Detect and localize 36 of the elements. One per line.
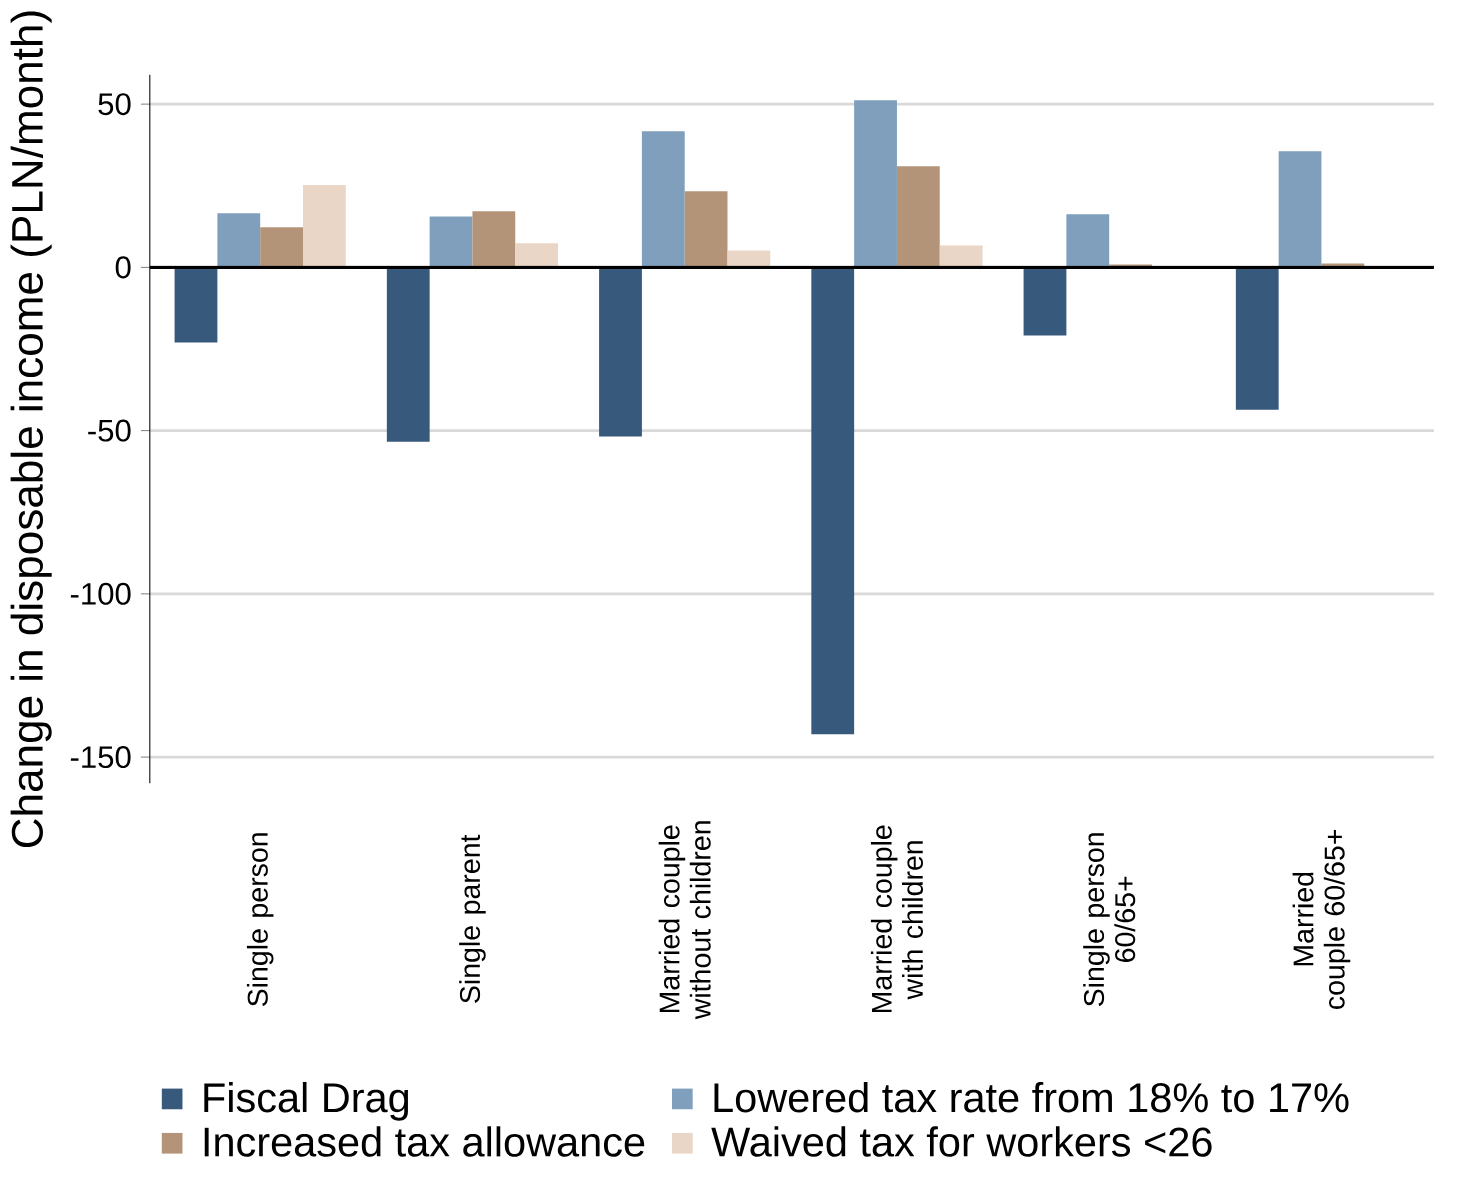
bar [684,191,728,268]
bar [217,213,261,268]
bar [811,267,855,735]
bar [429,216,473,268]
legend-label: Increased tax allowance [204,1126,645,1157]
bar [174,267,218,343]
bar [386,267,430,442]
y-tick-label: -50 [88,419,131,442]
bar [854,100,897,268]
bar [939,245,983,268]
x-tick-label: Single parent [459,834,486,1003]
x-tick-label: Single person 60/65+ [1083,833,1136,1007]
x-tick-label: Married couple with children [870,825,923,1013]
legend-label: Fiscal Drag [204,1082,409,1121]
y-tick-label: 50 [98,93,131,116]
x-tick-label: Married couple without children [658,821,711,1020]
x-tick-label: Married couple 60/65+ [1292,830,1351,1010]
y-tick-label: 0 [115,256,131,279]
legend-label: Lowered tax rate from 18% to 17% [714,1082,1349,1113]
bar [1023,267,1067,336]
y-tick-label: -100 [70,582,131,605]
y-axis-title: Change in disposable income (PLN/month) [10,11,52,848]
x-tick-label: Single person [246,833,274,1007]
bar [727,250,771,268]
bar [1278,151,1322,268]
bar [1235,267,1279,410]
legend-label: Waived tax for workers <26 [711,1126,1212,1157]
bar [641,131,685,268]
bar [515,243,559,268]
bar [1066,214,1110,268]
bar [260,227,303,268]
bar [303,185,346,268]
y-tick-label: -150 [70,746,131,769]
bar [472,211,516,268]
bar [896,166,940,268]
bar [599,267,642,437]
